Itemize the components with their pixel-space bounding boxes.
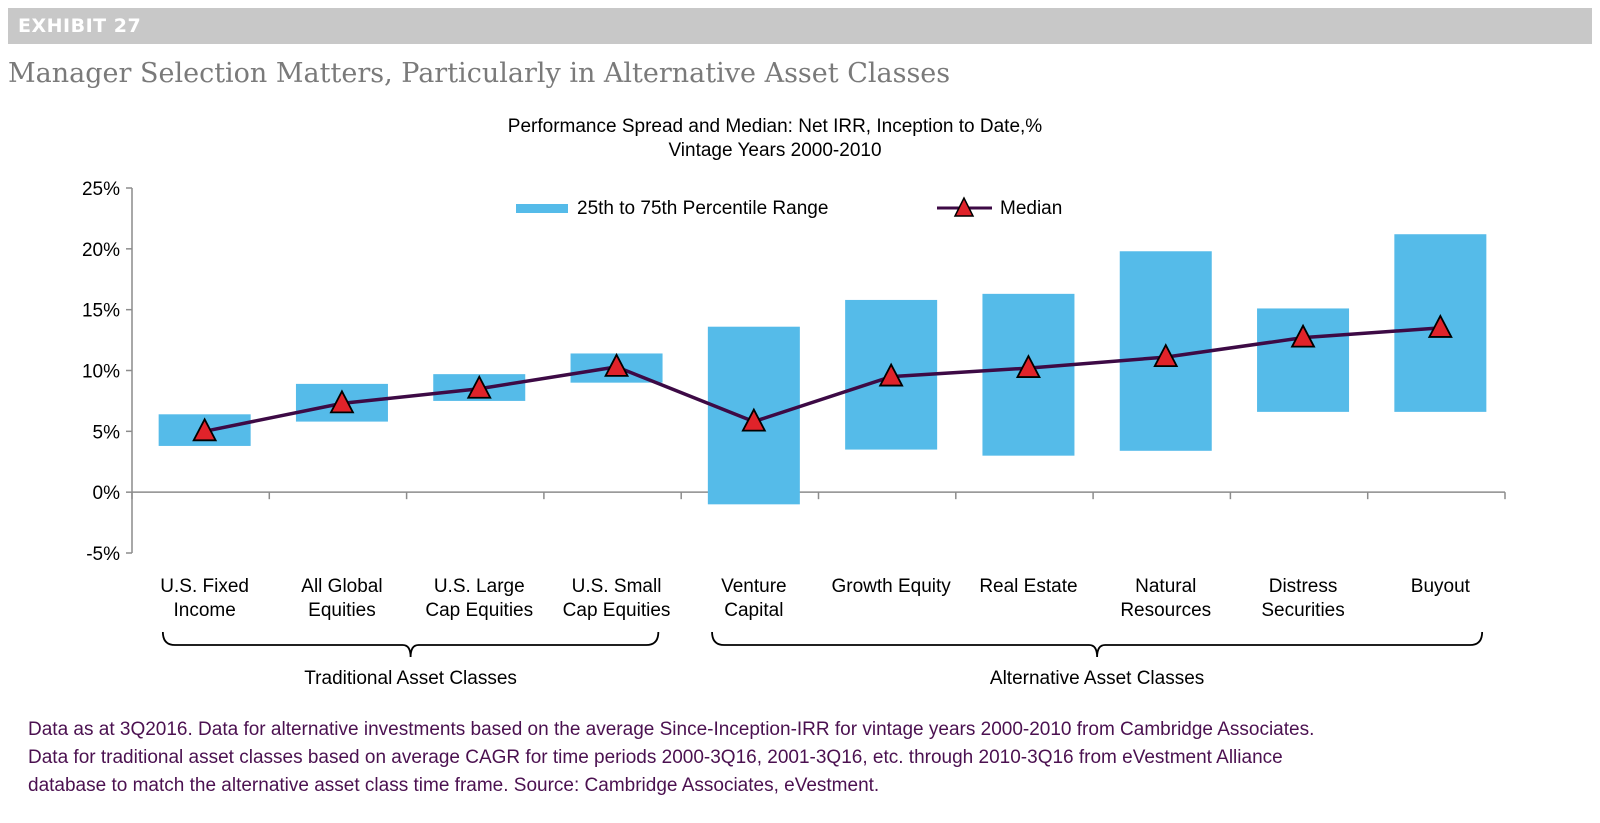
- median-series: [192, 313, 1453, 442]
- median-marker: [192, 417, 218, 442]
- median-marker: [1015, 354, 1041, 378]
- exhibit-label: EXHIBIT 27: [18, 15, 142, 37]
- y-tick-label: 25%: [82, 179, 120, 200]
- y-tick-label: 0%: [93, 483, 121, 504]
- median-marker: [1153, 343, 1179, 368]
- category-label: Growth Equity: [831, 576, 951, 597]
- category-label: Resources: [1120, 600, 1211, 621]
- category-label: Cap Equities: [425, 600, 533, 621]
- y-tick-label: -5%: [86, 544, 120, 565]
- footnote-line: Data as at 3Q2016. Data for alternative …: [28, 719, 1315, 740]
- category-label: Income: [173, 600, 235, 621]
- category-label: Distress: [1269, 576, 1338, 597]
- legend-median-marker: [953, 196, 975, 217]
- chart-title: Performance Spread and Median: Net IRR, …: [508, 116, 1042, 137]
- category-label: Equities: [308, 600, 376, 621]
- median-marker: [1290, 323, 1316, 348]
- footnote: Data as at 3Q2016. Data for alternative …: [28, 716, 1578, 800]
- group-label: Alternative Asset Classes: [990, 668, 1204, 689]
- exhibit-title: Manager Selection Matters, Particularly …: [8, 58, 951, 89]
- footnote-line: database to match the alternative asset …: [28, 775, 880, 796]
- median-marker: [878, 362, 904, 387]
- category-label: Securities: [1261, 600, 1344, 621]
- category-label: U.S. Large: [434, 576, 525, 597]
- median-marker: [329, 389, 355, 414]
- group-brackets: Traditional Asset Classes Alternative Ass…: [161, 631, 1484, 689]
- median-marker: [604, 352, 630, 377]
- group-brace: [711, 631, 1484, 658]
- group-label: Traditional Asset Classes: [304, 668, 517, 689]
- group-brace: [161, 631, 660, 658]
- category-label: Natural: [1135, 576, 1196, 597]
- chart: Performance Spread and Median: Net IRR, …: [82, 116, 1506, 689]
- y-tick-label: 5%: [93, 422, 121, 443]
- category-label: Buyout: [1411, 576, 1471, 597]
- legend-range-swatch: [516, 204, 568, 213]
- category-label: Cap Equities: [563, 600, 671, 621]
- legend: 25th to 75th Percentile Range Median: [516, 196, 1062, 219]
- y-tick-label: 10%: [82, 362, 120, 383]
- legend-median-label: Median: [1000, 198, 1062, 219]
- y-tick-label: 20%: [82, 240, 120, 261]
- exhibit-header-bar: [8, 8, 1592, 44]
- category-label: U.S. Small: [572, 576, 662, 597]
- y-tick-label: 15%: [82, 301, 120, 322]
- median-marker: [466, 374, 492, 399]
- footnote-line: Data for traditional asset classes based…: [28, 747, 1283, 768]
- legend-range-label: 25th to 75th Percentile Range: [577, 198, 828, 219]
- category-label: Real Estate: [979, 576, 1077, 597]
- median-marker: [1427, 313, 1453, 338]
- axes: 25% 20% 15% 10% 5% 0% -5%: [82, 179, 1506, 565]
- category-label: Capital: [724, 600, 783, 621]
- chart-subtitle: Vintage Years 2000-2010: [668, 140, 881, 161]
- median-line: [204, 326, 1441, 434]
- category-label: Venture: [721, 576, 787, 597]
- median-marker: [741, 407, 767, 432]
- category-label: All Global: [301, 576, 382, 597]
- category-label: U.S. Fixed: [160, 576, 249, 597]
- category-labels: U.S. Fixed Income All Global Equities U.S. L…: [160, 576, 1470, 621]
- range-bars: [158, 234, 1487, 505]
